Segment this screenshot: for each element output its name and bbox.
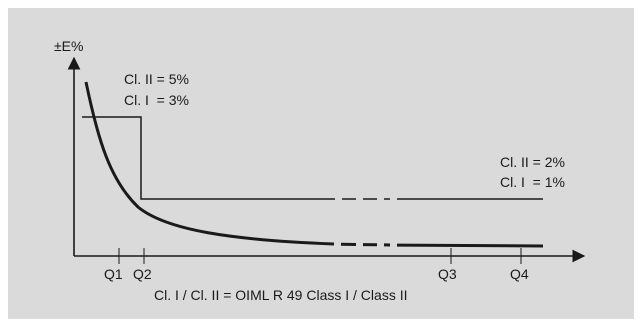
limit-high-flow-line2: Cl. I = 1% [500,174,565,190]
tick-label-q3: Q3 [438,266,457,282]
error-curve [84,81,544,248]
tick-label-q2: Q2 [133,266,152,282]
diagram-panel [8,8,634,319]
limit-low-flow-line2: Cl. I = 3% [124,92,189,108]
tick-label-q1: Q1 [104,266,123,282]
tick-label-q4: Q4 [510,266,529,282]
y-axis-label: ±E% [54,38,83,54]
diagram-caption: Cl. I / Cl. II = OIML R 49 Class I / Cla… [154,287,407,303]
limit-high-flow-line1: Cl. II = 2% [500,154,565,170]
error-limit-line [82,116,543,200]
limit-low-flow-line1: Cl. II = 5% [124,71,189,87]
